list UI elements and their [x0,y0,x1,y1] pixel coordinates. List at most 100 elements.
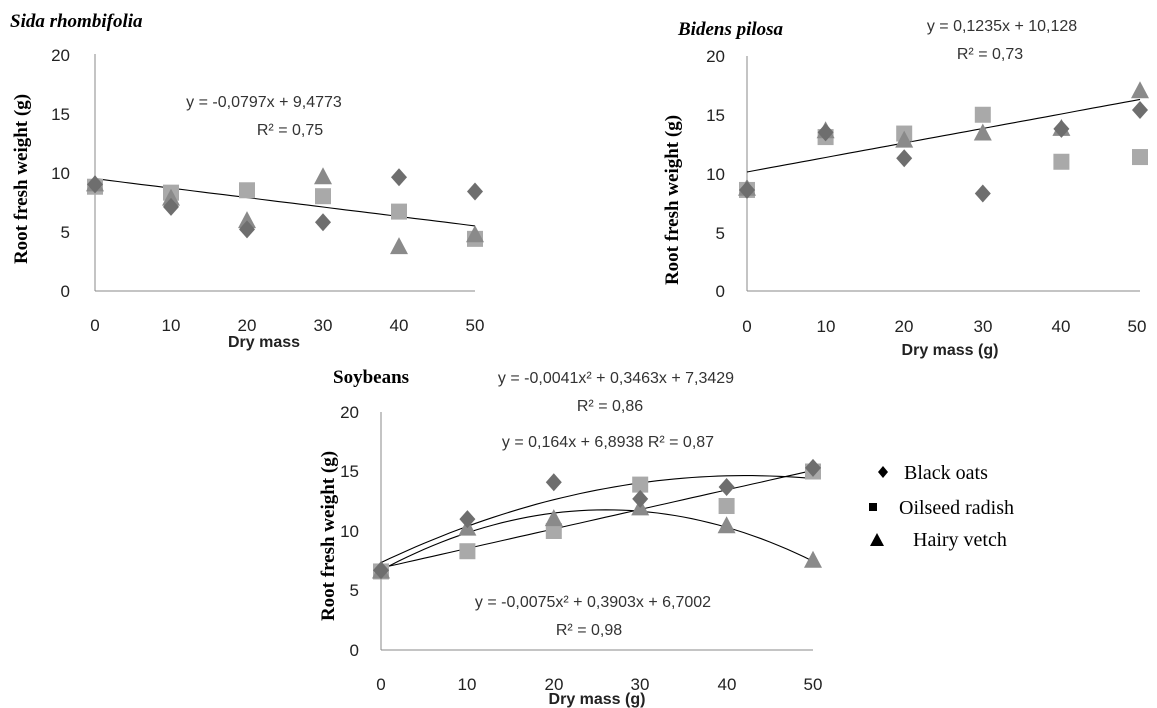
legend-label: Hairy vetch [913,529,1007,551]
trendline [380,475,814,564]
y-tick-label: 5 [716,224,725,243]
x-ticks: 0 10 20 30 40 50 [742,317,1146,336]
data-point-triangle [314,167,332,185]
data-point-diamond [239,220,255,239]
data-point-diamond [391,168,407,187]
data-point-triangle [390,237,408,255]
y-tick-label: 20 [51,46,70,65]
y-tick-label: 10 [51,164,70,183]
y-tick-label: 15 [340,462,359,481]
panel-title: Soybeans [333,367,409,388]
y-axis-label: Root fresh weight (g) [662,115,683,285]
regression-equation: y = 0,1235x + 10,128 [927,18,1077,35]
data-point-triangle [804,550,822,568]
y-axis-label: Root fresh weight (g) [11,94,32,264]
x-tick-label: 10 [817,317,836,336]
x-axis-label: Dry mass [228,334,300,351]
x-tick-label: 30 [631,675,650,694]
y-tick-label: 15 [706,106,725,125]
data-point-diamond [315,213,331,232]
data-point-diamond [1053,119,1070,138]
regression-equation: y = -0,0041x² + 0,3463x + 7,3429 [498,370,734,387]
panel-bidens: Bidens pilosa Root fresh weight (g) Dry … [662,18,1149,359]
trendline [94,178,476,227]
trendlines [380,469,814,571]
data-point-square [545,523,562,539]
legend-item: Oilseed radish [869,497,1014,519]
y-tick-label: 0 [350,641,359,660]
data-point-square [391,203,407,220]
x-ticks: 0 10 20 30 40 50 [90,316,484,335]
trendline [380,469,814,569]
data-point-square [459,543,476,560]
data-point-triangle [717,516,736,534]
data-point-diamond [373,561,389,580]
data-point-square [718,498,735,515]
diamond-icon [878,466,888,478]
x-tick-label: 20 [895,317,914,336]
y-axis-label: Root fresh weight (g) [318,451,339,621]
x-axis-label: Dry mass (g) [902,342,999,359]
panel-soybeans: Soybeans Root fresh weight (g) Dry mass … [318,367,822,708]
triangle-icon [870,533,884,546]
data-point-square [1132,149,1148,166]
x-tick-label: 40 [390,316,409,335]
data-point-square [632,476,649,493]
y-tick-label: 0 [716,282,725,301]
y-tick-label: 15 [51,105,70,124]
regression-equation: y = 0,164x + 6,8938 R² = 0,87 [502,434,714,451]
x-tick-label: 10 [162,316,181,335]
trendlines [94,178,476,227]
r-squared: R² = 0,75 [257,122,323,139]
y-tick-label: 10 [706,165,725,184]
x-tick-label: 30 [974,317,993,336]
trendline [380,509,814,571]
data-point-diamond [87,175,103,194]
x-tick-label: 40 [718,675,737,694]
data-point-diamond [739,180,755,199]
x-axis-label: Dry mass (g) [549,691,646,708]
r-squared: R² = 0,98 [556,622,622,639]
y-tick-label: 5 [61,223,70,242]
x-ticks: 0 10 20 30 40 50 [376,675,822,694]
data-point-diamond [163,197,179,216]
y-ticks: 0 5 10 15 20 [340,403,359,660]
data-point-triangle [544,509,563,527]
data-point-diamond [805,458,821,477]
data-point-diamond [974,184,991,203]
x-tick-label: 0 [742,317,751,336]
y-ticks: 0 5 10 15 20 [706,47,725,301]
trendline [746,98,1141,173]
legend-label: Oilseed radish [899,497,1014,519]
r-squared: R² = 0,86 [577,398,643,415]
x-tick-label: 30 [314,316,333,335]
data-point-diamond [817,123,834,142]
trendlines [746,98,1141,173]
data-points [738,81,1149,203]
x-tick-label: 50 [1128,317,1147,336]
data-point-diamond [545,473,562,492]
x-tick-label: 0 [90,316,99,335]
r-squared: R² = 0,73 [957,46,1023,63]
data-point-diamond [459,510,476,529]
data-point-square [315,188,331,205]
y-tick-label: 0 [61,282,70,301]
data-point-diamond [896,149,913,168]
y-tick-label: 20 [706,47,725,66]
panel-title: Bidens pilosa [677,19,784,40]
x-tick-label: 50 [804,675,823,694]
y-tick-label: 5 [350,581,359,600]
data-points [86,167,484,255]
data-point-triangle [973,123,992,141]
legend-item: Hairy vetch [870,529,1007,551]
data-point-diamond [632,489,649,508]
x-tick-label: 0 [376,675,385,694]
legend-item: Black oats [878,462,988,484]
legend-label: Black oats [904,462,988,484]
data-point-diamond [1132,101,1148,120]
x-tick-label: 40 [1052,317,1071,336]
legend: Black oats Oilseed radish Hairy vetch [869,462,1014,551]
panel-title: Sida rhombifolia [10,11,143,32]
regression-equation: y = -0,0075x² + 0,3903x + 6,7002 [475,594,711,611]
